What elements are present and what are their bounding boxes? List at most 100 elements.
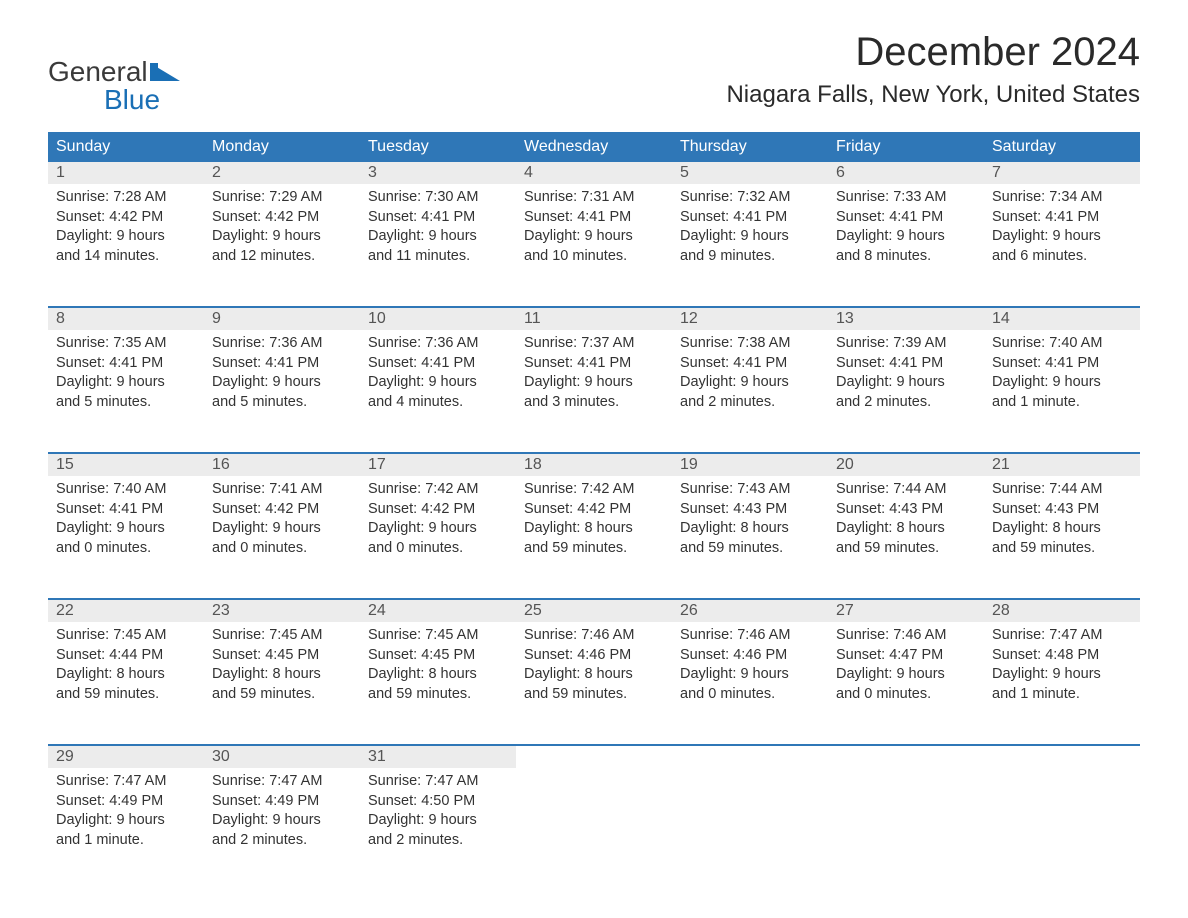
day-header-row: SundayMondayTuesdayWednesdayThursdayFrid… bbox=[48, 132, 1140, 162]
day-cell: 25Sunrise: 7:46 AMSunset: 4:46 PMDayligh… bbox=[516, 600, 672, 722]
day-body: Sunrise: 7:43 AMSunset: 4:43 PMDaylight:… bbox=[672, 476, 828, 558]
logo: General Blue bbox=[48, 30, 180, 114]
daylight-line-2: and 6 minutes. bbox=[992, 247, 1132, 267]
day-cell: 21Sunrise: 7:44 AMSunset: 4:43 PMDayligh… bbox=[984, 454, 1140, 576]
day-cell: 6Sunrise: 7:33 AMSunset: 4:41 PMDaylight… bbox=[828, 162, 984, 284]
sunset-line: Sunset: 4:41 PM bbox=[524, 354, 664, 374]
sunrise-line: Sunrise: 7:41 AM bbox=[212, 480, 352, 500]
sunset-line: Sunset: 4:42 PM bbox=[212, 500, 352, 520]
day-body: Sunrise: 7:45 AMSunset: 4:44 PMDaylight:… bbox=[48, 622, 204, 704]
day-number: 16 bbox=[204, 454, 360, 476]
day-cell: 11 Sunrise: 7:37 AMSunset: 4:41 PMDayligh… bbox=[516, 308, 672, 430]
day-body: Sunrise: 7:47 AMSunset: 4:49 PMDaylight:… bbox=[48, 768, 204, 850]
day-number: 24 bbox=[360, 600, 516, 622]
week-row: 15Sunrise: 7:40 AMSunset: 4:41 PMDayligh… bbox=[48, 452, 1140, 576]
daylight-line-2: and 59 minutes. bbox=[680, 539, 820, 559]
logo-text: General Blue bbox=[48, 58, 180, 114]
sunset-line: Sunset: 4:41 PM bbox=[836, 354, 976, 374]
day-body: Sunrise: 7:46 AMSunset: 4:46 PMDaylight:… bbox=[672, 622, 828, 704]
day-cell: 26Sunrise: 7:46 AMSunset: 4:46 PMDayligh… bbox=[672, 600, 828, 722]
day-header: Wednesday bbox=[516, 132, 672, 162]
day-body: Sunrise: 7:42 AMSunset: 4:42 PMDaylight:… bbox=[360, 476, 516, 558]
day-number: 26 bbox=[672, 600, 828, 622]
day-number: 15 bbox=[48, 454, 204, 476]
day-number: 3 bbox=[360, 162, 516, 184]
sunrise-line: Sunrise: 7:38 AM bbox=[680, 334, 820, 354]
daylight-line-2: and 1 minute. bbox=[56, 831, 196, 851]
sunrise-line: Sunrise: 7:30 AM bbox=[368, 188, 508, 208]
sunset-line: Sunset: 4:49 PM bbox=[212, 792, 352, 812]
sunset-line: Sunset: 4:41 PM bbox=[368, 354, 508, 374]
logo-flag-icon bbox=[150, 63, 180, 81]
daylight-line-1: Daylight: 9 hours bbox=[368, 227, 508, 247]
sunrise-line: Sunrise: 7:34 AM bbox=[992, 188, 1132, 208]
sunset-line: Sunset: 4:50 PM bbox=[368, 792, 508, 812]
daylight-line-2: and 9 minutes. bbox=[680, 247, 820, 267]
sunset-line: Sunset: 4:41 PM bbox=[836, 208, 976, 228]
day-cell: 30Sunrise: 7:47 AMSunset: 4:49 PMDayligh… bbox=[204, 746, 360, 868]
daylight-line-1: Daylight: 9 hours bbox=[836, 665, 976, 685]
day-cell: 17Sunrise: 7:42 AMSunset: 4:42 PMDayligh… bbox=[360, 454, 516, 576]
daylight-line-1: Daylight: 8 hours bbox=[56, 665, 196, 685]
day-number: 2 bbox=[204, 162, 360, 184]
day-body: Sunrise: 7:29 AMSunset: 4:42 PMDaylight:… bbox=[204, 184, 360, 266]
sunrise-line: Sunrise: 7:42 AM bbox=[368, 480, 508, 500]
sunset-line: Sunset: 4:42 PM bbox=[56, 208, 196, 228]
daylight-line-1: Daylight: 9 hours bbox=[368, 811, 508, 831]
daylight-line-2: and 2 minutes. bbox=[368, 831, 508, 851]
sunset-line: Sunset: 4:49 PM bbox=[56, 792, 196, 812]
day-cell bbox=[984, 746, 1140, 868]
sunrise-line: Sunrise: 7:44 AM bbox=[992, 480, 1132, 500]
sunset-line: Sunset: 4:43 PM bbox=[680, 500, 820, 520]
day-cell: 15Sunrise: 7:40 AMSunset: 4:41 PMDayligh… bbox=[48, 454, 204, 576]
sunrise-line: Sunrise: 7:47 AM bbox=[368, 772, 508, 792]
day-body: Sunrise: 7:31 AMSunset: 4:41 PMDaylight:… bbox=[516, 184, 672, 266]
sunset-line: Sunset: 4:44 PM bbox=[56, 646, 196, 666]
sunset-line: Sunset: 4:42 PM bbox=[212, 208, 352, 228]
daylight-line-2: and 2 minutes. bbox=[836, 393, 976, 413]
daylight-line-1: Daylight: 9 hours bbox=[524, 227, 664, 247]
day-body: Sunrise: 7:35 AMSunset: 4:41 PMDaylight:… bbox=[48, 330, 204, 412]
sunset-line: Sunset: 4:45 PM bbox=[212, 646, 352, 666]
sunrise-line: Sunrise: 7:39 AM bbox=[836, 334, 976, 354]
daylight-line-1: Daylight: 9 hours bbox=[524, 373, 664, 393]
daylight-line-1: Daylight: 9 hours bbox=[212, 227, 352, 247]
sunset-line: Sunset: 4:46 PM bbox=[680, 646, 820, 666]
weeks-container: 1Sunrise: 7:28 AMSunset: 4:42 PMDaylight… bbox=[48, 162, 1140, 868]
day-number: 21 bbox=[984, 454, 1140, 476]
day-cell: 23Sunrise: 7:45 AMSunset: 4:45 PMDayligh… bbox=[204, 600, 360, 722]
day-number: 9 bbox=[204, 308, 360, 330]
sunrise-line: Sunrise: 7:46 AM bbox=[524, 626, 664, 646]
day-body: Sunrise: 7:30 AMSunset: 4:41 PMDaylight:… bbox=[360, 184, 516, 266]
day-number: 8 bbox=[48, 308, 204, 330]
logo-word1: General bbox=[48, 56, 148, 87]
sunset-line: Sunset: 4:47 PM bbox=[836, 646, 976, 666]
day-body: Sunrise: 7:28 AMSunset: 4:42 PMDaylight:… bbox=[48, 184, 204, 266]
sunrise-line: Sunrise: 7:47 AM bbox=[992, 626, 1132, 646]
day-number: 13 bbox=[828, 308, 984, 330]
sunrise-line: Sunrise: 7:42 AM bbox=[524, 480, 664, 500]
day-body: Sunrise: 7:39 AMSunset: 4:41 PMDaylight:… bbox=[828, 330, 984, 412]
day-number: 6 bbox=[828, 162, 984, 184]
daylight-line-1: Daylight: 9 hours bbox=[992, 665, 1132, 685]
day-body: Sunrise: 7:45 AMSunset: 4:45 PMDaylight:… bbox=[204, 622, 360, 704]
day-cell: 18Sunrise: 7:42 AMSunset: 4:42 PMDayligh… bbox=[516, 454, 672, 576]
day-cell: 10Sunrise: 7:36 AMSunset: 4:41 PMDayligh… bbox=[360, 308, 516, 430]
day-number: 11 bbox=[516, 308, 672, 330]
day-number: 20 bbox=[828, 454, 984, 476]
sunset-line: Sunset: 4:48 PM bbox=[992, 646, 1132, 666]
daylight-line-2: and 12 minutes. bbox=[212, 247, 352, 267]
sunset-line: Sunset: 4:41 PM bbox=[368, 208, 508, 228]
daylight-line-1: Daylight: 8 hours bbox=[524, 519, 664, 539]
day-number: 25 bbox=[516, 600, 672, 622]
sunrise-line: Sunrise: 7:37 AM bbox=[524, 334, 664, 354]
day-cell: 2Sunrise: 7:29 AMSunset: 4:42 PMDaylight… bbox=[204, 162, 360, 284]
day-body: Sunrise: 7:47 AMSunset: 4:49 PMDaylight:… bbox=[204, 768, 360, 850]
day-cell: 5Sunrise: 7:32 AMSunset: 4:41 PMDaylight… bbox=[672, 162, 828, 284]
sunset-line: Sunset: 4:43 PM bbox=[836, 500, 976, 520]
sunrise-line: Sunrise: 7:33 AM bbox=[836, 188, 976, 208]
sunrise-line: Sunrise: 7:45 AM bbox=[56, 626, 196, 646]
daylight-line-2: and 8 minutes. bbox=[836, 247, 976, 267]
sunset-line: Sunset: 4:41 PM bbox=[992, 354, 1132, 374]
sunset-line: Sunset: 4:42 PM bbox=[368, 500, 508, 520]
